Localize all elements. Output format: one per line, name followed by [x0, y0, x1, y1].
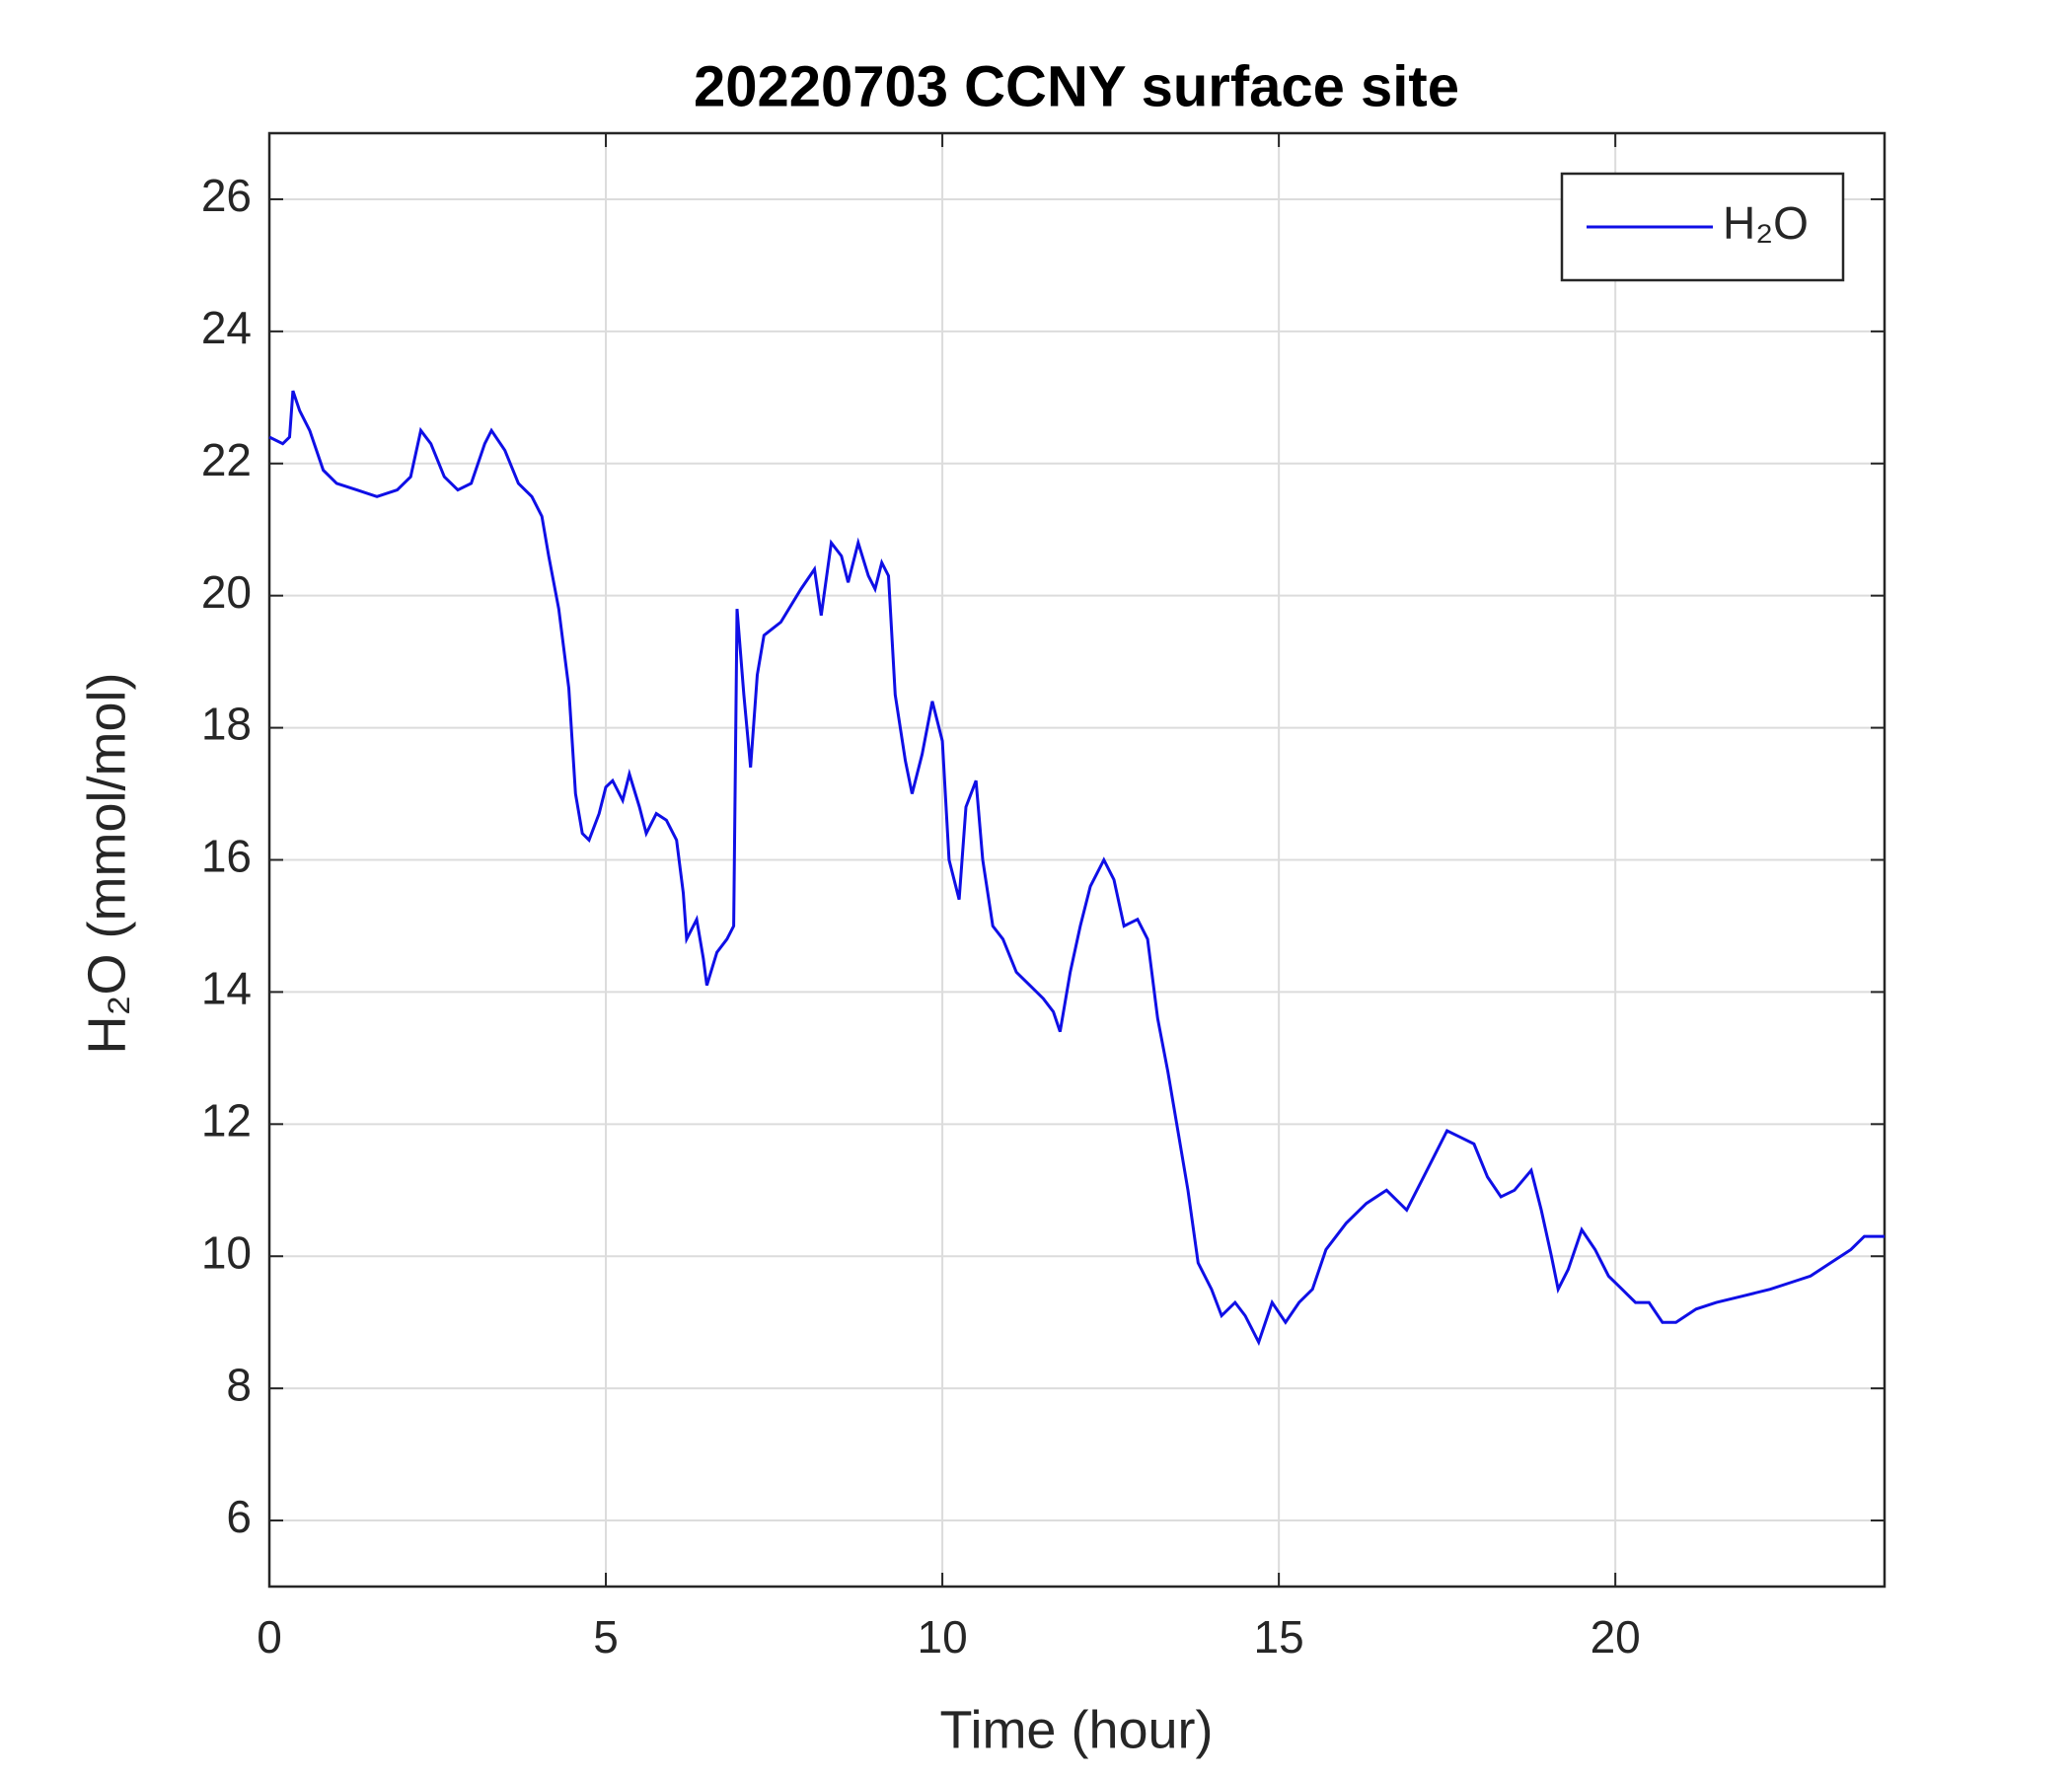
y-tick-label: 26	[201, 170, 252, 221]
data-line	[268, 390, 1885, 1347]
y-tick-label: 16	[201, 831, 252, 882]
y-axis-label: H₂O (mmol/mol)	[77, 673, 136, 1055]
y-tick-label: 14	[201, 963, 252, 1014]
plot-frame	[267, 131, 1887, 1589]
x-axis-label: Time (hour)	[939, 1700, 1213, 1759]
y-tick-label: 20	[201, 566, 252, 618]
x-tick-label: 20	[1591, 1611, 1641, 1663]
chart-title: 20220703 CCNY surface site	[694, 54, 1459, 118]
y-tick-label: 10	[201, 1226, 252, 1278]
x-tick-label: 0	[257, 1611, 282, 1663]
y-tick-label: 18	[201, 699, 252, 750]
y-tick-label: 6	[226, 1491, 252, 1542]
y-tick-label: 24	[201, 302, 252, 353]
x-tick-label: 10	[917, 1611, 967, 1663]
y-tick-label: 22	[201, 434, 252, 485]
y-tick-label: 8	[226, 1359, 252, 1410]
y-tick-label: 12	[201, 1094, 252, 1146]
x-tick-label: 15	[1254, 1611, 1304, 1663]
legend-label: H₂O	[1723, 197, 1809, 249]
x-tick-label: 5	[593, 1611, 619, 1663]
